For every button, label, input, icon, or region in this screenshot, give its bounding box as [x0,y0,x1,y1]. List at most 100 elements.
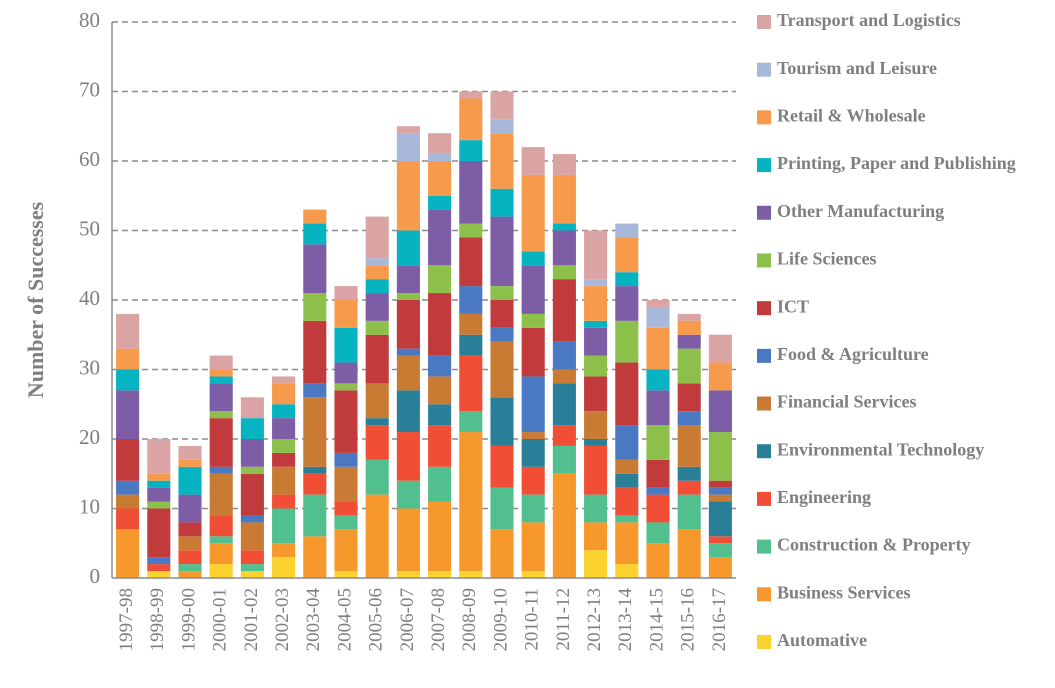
bar-segment [365,418,389,426]
bar-segment [334,501,358,516]
legend-label: Environmental Technology [777,439,984,459]
bar-segment [178,550,202,565]
bar-segment [303,473,327,495]
bar-segment [584,320,608,328]
bar-segment [552,445,576,474]
bar-segment [303,244,327,294]
legend-swatch [757,587,771,602]
y-tick-label: 40 [79,286,100,310]
bar-segment [428,376,452,405]
bar-segment [677,466,701,481]
bar-segment [677,383,701,412]
bar-segment [365,383,389,419]
bar-segment [459,223,483,238]
bar-segment [396,133,420,161]
bar-segment [272,439,296,453]
bar-segment [272,543,296,558]
bar-segment [490,188,514,217]
bar-segment [428,195,452,210]
x-tick-label: 2004-05 [334,588,355,651]
bar-segment [677,411,701,426]
bar-segment [178,522,202,537]
bar-segment [272,494,296,509]
bar-segment [365,293,389,321]
bar-segment [240,473,264,516]
bar-segment [116,390,140,439]
bar-segment [646,487,670,495]
bar-segment [646,390,670,426]
bar-segment [396,265,420,294]
x-tick-label: 2013-14 [615,588,636,652]
bar-segment [521,494,545,523]
x-tick-label: 2002-03 [272,588,293,651]
bar-segment [240,466,264,474]
bar-segment [428,404,452,426]
bar-segment [584,445,608,495]
bar-segment [521,439,545,467]
bar-segment [615,487,639,516]
bar-segment [178,445,202,460]
bar-segment [116,480,140,495]
bar-segment [646,543,670,578]
bar-segment [584,376,608,412]
bar-segment [428,209,452,266]
legend-label: Automative [777,630,867,650]
bar-segment [334,383,358,391]
bar-segment [708,536,732,544]
bar-segment [178,571,202,578]
x-tick-label: 1998-99 [147,588,168,651]
legend-label: Business Services [777,582,911,602]
bar-segment [365,258,389,266]
bar-segment [459,286,483,314]
bar-segment [459,432,483,572]
bar-segment [396,390,420,433]
bar-segment [521,432,545,439]
x-tick-label: 2005-06 [366,588,387,651]
bar-segment [428,501,452,572]
legend-swatch [757,158,771,173]
bar-segment [677,320,701,335]
bar-segment [521,147,545,175]
bar-segment [584,230,608,280]
bar-segment [708,362,732,391]
bar-segment [147,557,171,565]
bar-segment [459,98,483,141]
bar-segment [116,529,140,578]
bar-segment [396,480,420,509]
legend-swatch [757,110,771,125]
bar-segment [552,265,576,280]
bar-segment [646,300,670,307]
bar-segment [552,230,576,266]
bar-segment [240,522,264,551]
bar-segment [240,397,264,419]
legend-label: ICT [777,296,809,316]
bar-segment [209,376,233,384]
bar-segment [677,425,701,467]
bar-segment [272,508,296,544]
bar-segment [209,383,233,412]
bar-segment [490,341,514,398]
bar-segment [303,320,327,384]
bar-segment [490,300,514,328]
legend-label: Retail & Wholesale [777,106,926,126]
bar-segment [459,237,483,287]
bar-segment [584,411,608,439]
legend-label: Transport and Logistics [777,10,961,30]
x-tick-label: 2001-02 [241,588,262,651]
legend-label: Tourism and Leisure [777,58,937,78]
bar-segment [584,286,608,321]
bar-segment [116,508,140,530]
bar-segment [116,439,140,481]
legend-swatch [757,635,771,649]
bar-segment [615,237,639,273]
bar-segment [459,161,483,224]
bar-segment [615,515,639,523]
bar-segment [396,571,420,578]
bar-segment [365,320,389,335]
bar-segment [116,348,140,370]
bar-segment [303,536,327,578]
bar-segment [334,515,358,530]
bar-segment [147,508,171,558]
bar-segment [521,571,545,578]
bar-segment [459,140,483,161]
